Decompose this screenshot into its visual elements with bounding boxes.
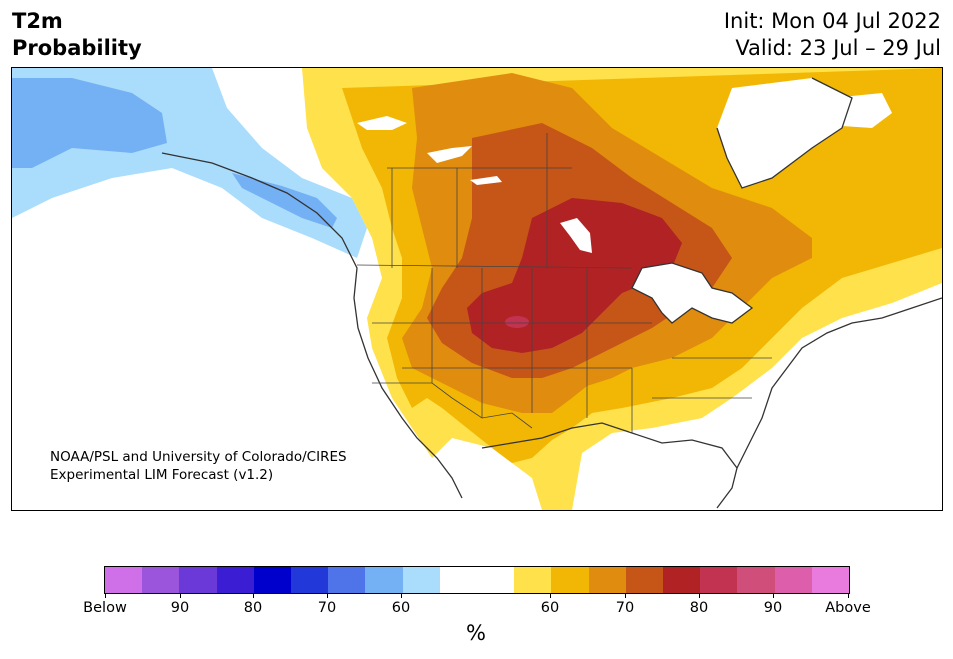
colorbar-tick-label: 80 — [243, 600, 263, 616]
colorbar-segment — [663, 567, 701, 593]
great-lakes-line — [631, 262, 754, 324]
colorbar-tick-label: 70 — [615, 600, 635, 616]
colorbar-tick-label: Below — [83, 600, 127, 616]
colorbar-tick-mark — [105, 593, 106, 598]
colorbar-segment — [625, 567, 664, 593]
map-title: T2m Probability — [12, 8, 142, 62]
colorbar-segment — [737, 567, 775, 593]
colorbar-segment — [514, 567, 552, 593]
colorbar-tick-label: 60 — [391, 600, 411, 616]
gulf-coast-line — [481, 422, 738, 509]
colorbar-segment — [402, 567, 440, 593]
title-variable: T2m — [12, 9, 63, 33]
colorbar-tick-label: 60 — [540, 600, 560, 616]
colorbar-tick-mark — [848, 593, 849, 598]
below-normal-dark-region — [12, 78, 167, 168]
colorbar-tick-mark — [401, 593, 402, 598]
forecast-dates: Init: Mon 04 Jul 2022 Valid: 23 Jul – 29… — [724, 8, 941, 62]
colorbar-segment — [291, 567, 329, 593]
colorbar-segment — [328, 567, 366, 593]
valid-range: Valid: 23 Jul – 29 Jul — [735, 36, 941, 60]
hudson-bay-water — [717, 78, 852, 188]
great-slave-lake — [427, 146, 472, 163]
probability-colorbar — [104, 566, 850, 594]
great-lakes — [632, 263, 752, 323]
credit-line-2: Experimental LIM Forecast (v1.2) — [50, 467, 274, 483]
map-canvas — [12, 68, 942, 510]
colorbar-segment — [142, 567, 180, 593]
colorbar-tick-mark — [699, 593, 700, 598]
colorbar-tick-mark — [550, 593, 551, 598]
colorbar-tick-label: 90 — [170, 600, 190, 616]
title-probability: Probability — [12, 36, 142, 60]
source-credit: NOAA/PSL and University of Colorado/CIRE… — [50, 448, 347, 484]
above-85-spot — [505, 316, 529, 328]
colorbar-tick-label: 80 — [689, 600, 709, 616]
above-80-region — [467, 198, 682, 353]
political-borders — [356, 133, 772, 433]
probability-map: NOAA/PSL and University of Colorado/CIRE… — [11, 67, 943, 511]
init-date: Init: Mon 04 Jul 2022 — [723, 9, 941, 33]
us-mexico-border — [372, 382, 533, 429]
colorbar-segment — [216, 567, 254, 593]
colorbar-tick-label: 70 — [317, 600, 337, 616]
colorbar-tick-mark — [773, 593, 774, 598]
hudson-bay-line — [716, 77, 853, 189]
colorbar-tick-mark — [180, 593, 181, 598]
us-canada-border — [356, 264, 633, 269]
colorbar-segment — [551, 567, 589, 593]
colorbar-segment — [477, 567, 515, 593]
colorbar-segment — [588, 567, 626, 593]
west-coast-line — [161, 152, 463, 499]
colorbar-segment — [105, 567, 143, 593]
below-normal-dark-coast — [232, 173, 337, 228]
colorbar-tick-label: Above — [825, 600, 871, 616]
colorbar-segment — [253, 567, 292, 593]
east-coast-line — [736, 297, 942, 469]
colorbar-units: % — [466, 621, 486, 645]
colorbar-tick-mark — [327, 593, 328, 598]
colorbar-tick-mark — [253, 593, 254, 598]
colorbar-tick-mark — [625, 593, 626, 598]
colorbar-segment — [179, 567, 217, 593]
credit-line-1: NOAA/PSL and University of Colorado/CIRE… — [50, 449, 347, 465]
coastlines — [161, 77, 942, 509]
pacific-ocean — [12, 183, 462, 510]
lake-athabasca — [357, 116, 407, 130]
atlantic-ocean — [742, 288, 942, 510]
colorbar-segment — [811, 567, 850, 593]
small-lake — [470, 176, 502, 185]
gulf-of-mexico — [602, 438, 752, 510]
northeast-water — [832, 93, 892, 128]
colorbar-segment — [774, 567, 812, 593]
colorbar-segment — [439, 567, 478, 593]
colorbar-segment — [365, 567, 403, 593]
colorbar-tick-label: 90 — [763, 600, 783, 616]
colorbar-segment — [700, 567, 738, 593]
lake-winnipeg — [560, 218, 592, 253]
